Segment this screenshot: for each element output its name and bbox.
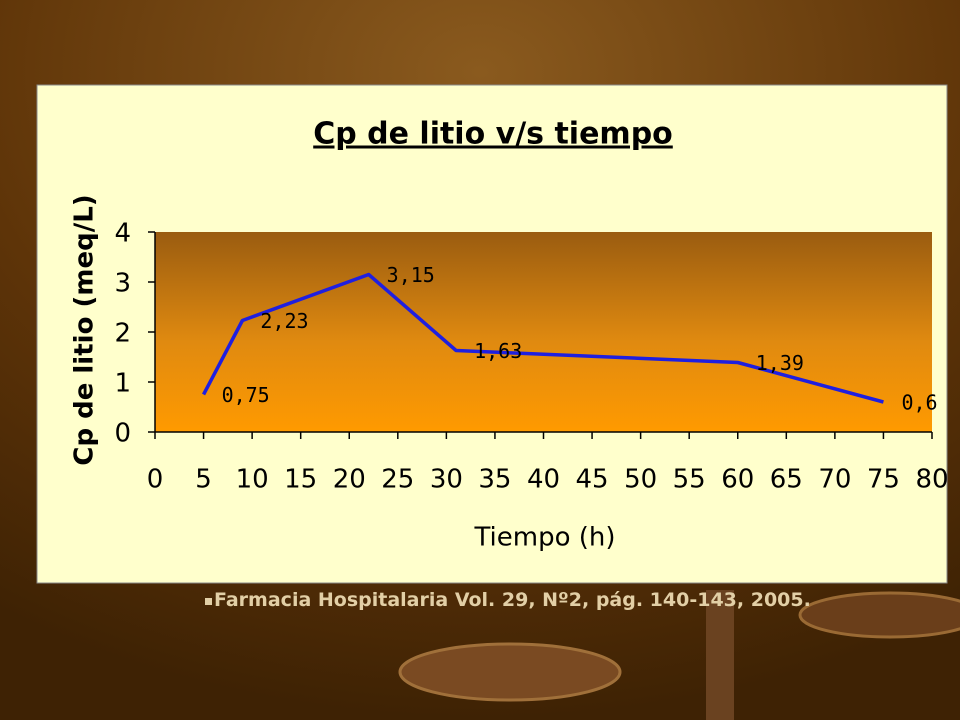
x-tick-label: 0: [147, 465, 164, 495]
x-tick-label: 20: [333, 465, 366, 495]
footnote-box: Farmacia Hospitalaria Vol. 29, Nº2, pág.…: [214, 590, 811, 611]
x-tick-label: 65: [770, 465, 803, 495]
x-tick-label: 15: [284, 465, 317, 495]
footnote: Farmacia Hospitalaria Vol. 29, Nº2, pág.…: [214, 590, 811, 611]
x-tick-label: 50: [624, 465, 657, 495]
x-tick-label: 75: [867, 465, 900, 495]
x-tick-label: 55: [673, 465, 706, 495]
y-tick-label: 0: [114, 419, 131, 449]
data-label: 1,63: [474, 339, 522, 363]
x-tick-label: 30: [430, 465, 463, 495]
plot-area: [155, 232, 932, 432]
scale-post: [706, 590, 734, 720]
y-tick-label: 2: [114, 319, 131, 349]
scale-pan: [798, 591, 960, 639]
y-axis-label: Cp de litio (meq/L): [70, 194, 100, 465]
y-tick-label: 1: [114, 369, 131, 399]
bullet: [205, 598, 212, 605]
x-tick-label: 40: [527, 465, 560, 495]
y-tick-label: 3: [114, 269, 131, 299]
x-tick-label: 5: [195, 465, 212, 495]
data-label: 0,6: [901, 391, 937, 415]
x-tick-label: 35: [478, 465, 511, 495]
x-tick-label: 25: [381, 465, 414, 495]
data-label: 3,15: [387, 263, 435, 287]
x-tick-label: 80: [915, 465, 948, 495]
data-label: 1,39: [756, 351, 804, 375]
scale-pan: [398, 642, 622, 702]
x-tick-label: 45: [576, 465, 609, 495]
chart-title: Cp de litio v/s tiempo: [313, 117, 673, 152]
data-label: 0,75: [222, 383, 270, 407]
data-line: [202, 272, 884, 404]
x-tick-label: 10: [236, 465, 269, 495]
x-tick-label: 60: [721, 465, 754, 495]
data-label: 2,23: [260, 309, 308, 333]
x-tick-label: 70: [818, 465, 851, 495]
y-tick-label: 4: [114, 219, 131, 249]
x-axis-label: Tiempo (h): [473, 523, 615, 553]
